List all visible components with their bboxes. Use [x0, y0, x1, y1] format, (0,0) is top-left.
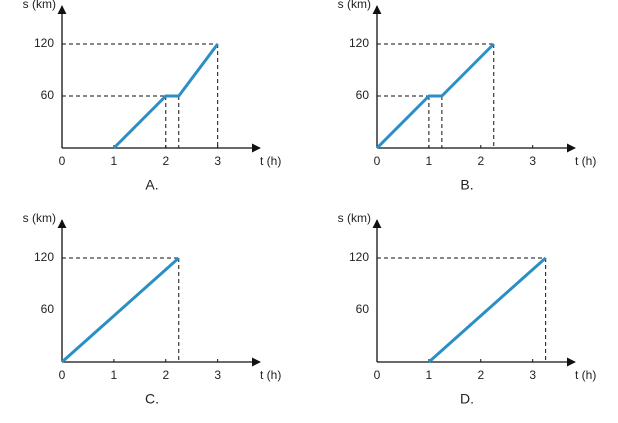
x-axis-label: t (h) [575, 368, 596, 382]
chart-caption: A. [145, 177, 158, 193]
chart-caption: D. [460, 391, 474, 407]
x-tick-label: 3 [529, 154, 536, 168]
series-line [427, 256, 547, 364]
y-tick-label: 120 [349, 36, 369, 50]
chart: s (km) t (h) 0 1 2 3 60 120 B. [338, 0, 597, 193]
x-tick-label: 3 [214, 368, 221, 382]
x-tick-label: 0 [374, 154, 381, 168]
x-tick-label: 2 [477, 368, 484, 382]
x-tick-label: 2 [162, 154, 169, 168]
y-tick-label: 120 [349, 250, 369, 264]
x-tick-label: 0 [59, 368, 66, 382]
y-axis-label: s (km) [338, 211, 371, 225]
x-tick-label: 1 [111, 154, 118, 168]
series-line [375, 42, 495, 150]
x-tick-label: 1 [426, 154, 433, 168]
series-line [112, 43, 219, 150]
y-axis-label: s (km) [23, 0, 56, 11]
x-tick-label: 1 [426, 368, 433, 382]
x-tick-label: 0 [374, 368, 381, 382]
series-line [61, 256, 180, 364]
chart: s (km) t (h) 0 1 2 3 60 120 C. [23, 211, 282, 407]
x-tick-label: 3 [214, 154, 221, 168]
y-tick-label: 60 [356, 88, 370, 102]
chart-caption: B. [460, 177, 473, 193]
x-tick-label: 2 [477, 154, 484, 168]
y-tick-label: 60 [41, 88, 55, 102]
chart: s (km) t (h) 0 1 2 3 60 120 D. [338, 211, 597, 407]
x-axis-label: t (h) [260, 368, 281, 382]
x-tick-label: 3 [529, 368, 536, 382]
x-axis-label: t (h) [260, 154, 281, 168]
y-tick-label: 120 [34, 250, 54, 264]
y-tick-label: 60 [356, 302, 370, 316]
chart: s (km) t (h) 0 1 2 3 60 120 A. [23, 0, 282, 193]
x-tick-label: 2 [162, 368, 169, 382]
y-tick-label: 120 [34, 36, 54, 50]
y-tick-label: 60 [41, 302, 55, 316]
x-tick-label: 0 [59, 154, 66, 168]
x-tick-label: 1 [111, 368, 118, 382]
x-axis-label: t (h) [575, 154, 596, 168]
chart-caption: C. [145, 391, 159, 407]
y-axis-label: s (km) [338, 0, 371, 11]
y-axis-label: s (km) [23, 211, 56, 225]
